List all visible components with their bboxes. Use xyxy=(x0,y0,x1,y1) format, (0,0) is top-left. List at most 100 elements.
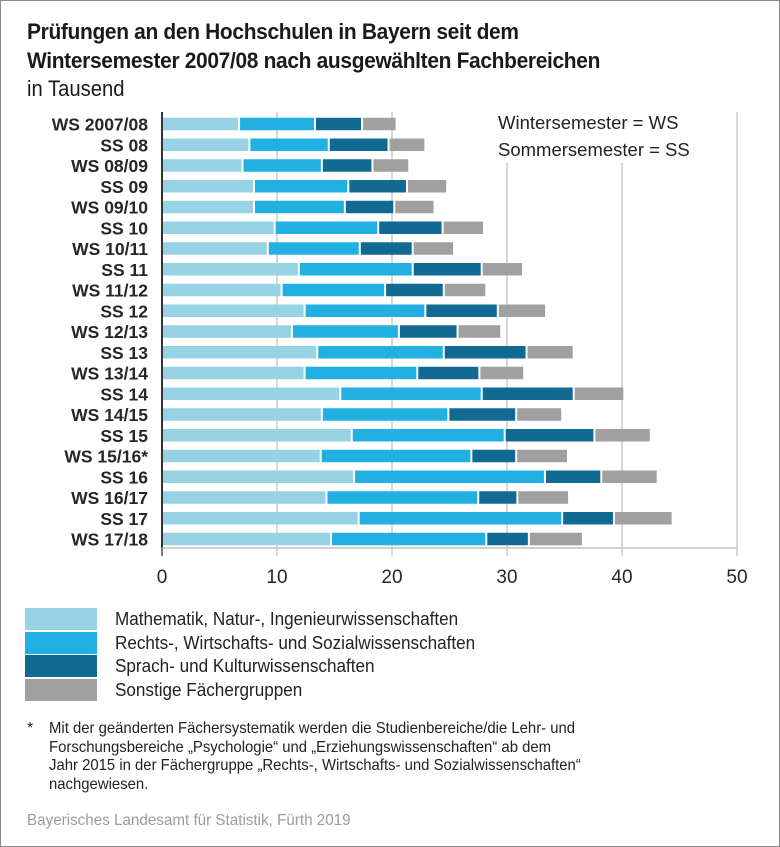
bar-segment xyxy=(162,138,249,151)
bar-segment xyxy=(162,304,304,317)
bar-segment xyxy=(318,346,443,359)
category-label: SS 09 xyxy=(100,177,148,197)
bar-segment xyxy=(345,200,394,214)
legend-label: Rechts-, Wirtschafts- und Sozialwissensc… xyxy=(115,632,476,653)
category-label: SS 15 xyxy=(100,426,148,446)
bar-segment xyxy=(255,200,344,214)
source-note: Bayerisches Landesamt für Statistik, Für… xyxy=(27,812,351,829)
bar-segment xyxy=(529,532,582,546)
bar-segment xyxy=(162,346,317,359)
bar-segment xyxy=(299,263,412,276)
category-label: WS 16/17 xyxy=(71,488,148,508)
bar-segment xyxy=(413,242,454,255)
bar-segment xyxy=(518,491,569,504)
bar-segment xyxy=(162,200,253,214)
category-label: SS 11 xyxy=(101,260,148,280)
x-tick-labels: 0 10 20 30 40 50 xyxy=(157,567,748,588)
bar-segment xyxy=(482,387,573,400)
chart-title-line-1: Prüfungen an den Hochschulen in Bayern s… xyxy=(27,19,519,44)
bar-segment xyxy=(305,366,417,380)
x-tick-label: 10 xyxy=(266,567,287,588)
bar-segment xyxy=(240,117,314,131)
category-label: SS 13 xyxy=(100,343,148,363)
bar-segment xyxy=(162,449,320,463)
bar-segment xyxy=(322,408,448,421)
legend-swatch xyxy=(25,655,97,677)
footnote-marker: * xyxy=(27,720,34,737)
bar-segment xyxy=(332,532,486,546)
bar-segment xyxy=(413,263,481,276)
category-label: WS 09/10 xyxy=(71,198,148,218)
legend-label: Mathematik, Natur-, Ingenieurwissenschaf… xyxy=(115,609,459,629)
bar-segment xyxy=(418,366,479,380)
bar-segment xyxy=(527,346,573,359)
category-label: WS 10/11 xyxy=(72,239,148,259)
x-tick-label: 0 xyxy=(157,567,168,588)
bar-segment xyxy=(162,387,340,400)
bar-segment xyxy=(327,491,478,504)
bar-segment xyxy=(349,180,406,193)
bar-segment xyxy=(162,366,304,380)
legend-swatch xyxy=(25,678,97,701)
bar-segment xyxy=(162,325,291,338)
x-tick-label: 20 xyxy=(381,567,402,588)
legend-swatch xyxy=(25,631,97,654)
bar-segment xyxy=(352,429,504,442)
bar-segment xyxy=(479,491,517,504)
bar-segment xyxy=(379,221,442,234)
category-label: SS 10 xyxy=(100,218,148,238)
bar-segment xyxy=(373,159,409,172)
bar-segment xyxy=(359,512,562,525)
bar-segment xyxy=(162,429,351,442)
bar-segment xyxy=(315,117,362,131)
bar-segment xyxy=(517,449,567,463)
footnote-text: Mit der geänderten Fächersystematik werd… xyxy=(49,720,581,793)
bar-segment xyxy=(255,180,348,193)
bars xyxy=(162,117,672,546)
bar-segment xyxy=(162,532,331,546)
bar-segment xyxy=(341,387,481,400)
bar-segment xyxy=(389,138,425,151)
category-label: SS 14 xyxy=(100,384,148,404)
chart-title-line-2: Wintersemester 2007/08 nach ausgewählten… xyxy=(27,48,601,73)
bar-segment xyxy=(482,263,523,276)
bar-segment xyxy=(292,325,398,338)
bar-segment xyxy=(360,242,412,255)
x-tick-label: 30 xyxy=(496,567,517,588)
bar-segment xyxy=(162,283,281,297)
category-label: WS 08/09 xyxy=(71,156,148,176)
x-tick-label: 50 xyxy=(726,567,747,588)
bar-segment xyxy=(162,512,358,525)
bar-segment xyxy=(426,304,497,317)
bar-segment xyxy=(399,325,457,338)
abbreviation-ws: Wintersemester = WS xyxy=(498,112,679,133)
bar-segment xyxy=(498,304,546,317)
bar-segment xyxy=(487,532,528,546)
bar-segment xyxy=(444,346,526,359)
legend-label: Sprach- und Kulturwissenschaften xyxy=(115,656,375,676)
bar-segment xyxy=(505,429,594,442)
bar-segment xyxy=(162,180,253,193)
category-label: SS 16 xyxy=(100,467,148,487)
category-label: WS 12/13 xyxy=(71,322,148,342)
bar-segment xyxy=(162,221,274,234)
bar-segment xyxy=(162,159,242,172)
category-label: WS 15/16* xyxy=(64,447,148,467)
bar-segment xyxy=(407,180,447,193)
bar-segment xyxy=(458,325,501,338)
x-tick-label: 40 xyxy=(611,567,632,588)
bar-segment xyxy=(321,449,471,463)
bar-segment xyxy=(443,221,483,234)
category-label: WS 2007/08 xyxy=(52,115,149,135)
abbreviation-ss: Sommersemester = SS xyxy=(498,139,690,160)
chart-subtitle: in Tausend xyxy=(27,76,125,101)
bar-segment xyxy=(517,408,562,421)
bar-segment xyxy=(162,263,298,276)
bar-segment xyxy=(162,117,239,131)
bar-segment xyxy=(614,512,672,525)
bar-segment xyxy=(395,200,434,214)
bar-segment xyxy=(322,159,372,172)
bar-segment xyxy=(480,366,524,380)
bar-segment xyxy=(162,470,354,483)
